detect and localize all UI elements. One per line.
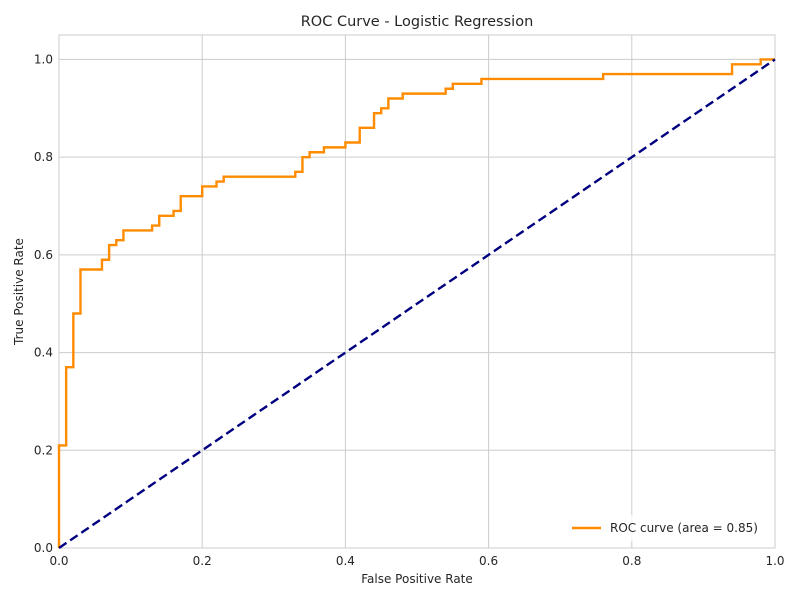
legend: ROC curve (area = 0.85) bbox=[563, 515, 769, 541]
chance-diagonal-line bbox=[58, 58, 776, 549]
axes-frame bbox=[58, 34, 776, 549]
x-axis-title: False Positive Rate bbox=[361, 572, 473, 586]
y-tick-label: 0.4 bbox=[34, 346, 53, 360]
x-tick-label: 0.4 bbox=[336, 554, 355, 568]
x-tick-label: 0.0 bbox=[49, 554, 68, 568]
chart-title: ROC Curve - Logistic Regression bbox=[301, 14, 534, 30]
y-tick-label: 0.8 bbox=[34, 150, 53, 164]
x-tick-label: 0.2 bbox=[193, 554, 212, 568]
roc-curve-line bbox=[57, 58, 775, 548]
y-tick-label: 0.6 bbox=[34, 248, 53, 262]
tick-labels: 0.0 0.2 0.4 0.6 0.8 1.0 0.0 0.2 0.4 0.6 0.8 1.0 bbox=[34, 52, 785, 568]
grid bbox=[58, 35, 776, 549]
x-tick-label: 1.0 bbox=[765, 554, 784, 568]
y-tick-label: 0.0 bbox=[34, 541, 53, 555]
x-tick-label: 0.8 bbox=[622, 554, 641, 568]
legend-box bbox=[563, 515, 769, 541]
y-axis-title: True Positive Rate bbox=[12, 238, 26, 346]
legend-label-roc: ROC curve (area = 0.85) bbox=[610, 521, 758, 535]
plot-frame bbox=[58, 34, 776, 549]
y-tick-label: 1.0 bbox=[34, 52, 53, 66]
y-tick-label: 0.2 bbox=[34, 443, 53, 457]
x-tick-label: 0.6 bbox=[479, 554, 498, 568]
series-layer bbox=[57, 58, 776, 549]
